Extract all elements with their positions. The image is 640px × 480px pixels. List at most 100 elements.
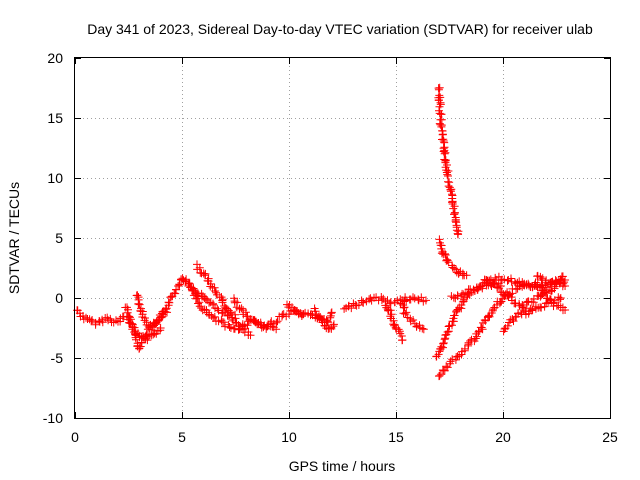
series-arc-4 bbox=[193, 260, 240, 323]
data-point bbox=[409, 316, 418, 324]
data-point bbox=[506, 315, 515, 324]
data-point bbox=[201, 271, 209, 280]
data-point bbox=[437, 122, 446, 131]
data-point bbox=[524, 309, 533, 318]
data-point bbox=[537, 303, 546, 312]
data-point bbox=[311, 307, 320, 316]
data-point bbox=[171, 289, 180, 298]
data-point bbox=[290, 306, 299, 314]
data-point bbox=[421, 296, 430, 305]
data-point bbox=[452, 226, 461, 235]
axis-ticks: 0 5 10 15 20 25 -10 -5 0 5 10 15 20 bbox=[43, 50, 618, 445]
data-point bbox=[327, 308, 336, 317]
data-point bbox=[486, 275, 495, 284]
data-point bbox=[194, 291, 203, 300]
data-point bbox=[450, 311, 459, 320]
data-point bbox=[512, 312, 521, 321]
chart-title: Day 341 of 2023, Sidereal Day-to-day VTE… bbox=[87, 21, 593, 37]
data-point bbox=[82, 313, 90, 322]
series-arc-7 bbox=[283, 300, 336, 327]
data-point bbox=[156, 324, 165, 332]
data-point bbox=[444, 258, 453, 267]
data-point bbox=[441, 148, 450, 157]
data-point bbox=[273, 317, 282, 326]
data-point bbox=[126, 315, 135, 324]
y-tick-label: -5 bbox=[51, 350, 64, 366]
data-point bbox=[329, 320, 338, 329]
data-point bbox=[460, 346, 469, 355]
data-point bbox=[207, 311, 216, 320]
data-point bbox=[398, 336, 407, 344]
y-tick-label: 5 bbox=[55, 230, 63, 246]
data-point bbox=[158, 312, 167, 321]
y-tick-label: 10 bbox=[47, 170, 63, 186]
data-point bbox=[441, 249, 449, 258]
y-tick-label: 0 bbox=[55, 290, 63, 306]
data-point bbox=[536, 282, 544, 291]
y-axis-label: SDTVAR / TECUs bbox=[6, 182, 22, 294]
data-point bbox=[552, 277, 561, 286]
data-point bbox=[98, 318, 107, 327]
data-point bbox=[91, 318, 100, 327]
data-point bbox=[432, 352, 441, 361]
series-arc-12 bbox=[434, 83, 463, 239]
data-point bbox=[561, 306, 570, 314]
data-point bbox=[112, 316, 120, 325]
y-tick-label: -10 bbox=[43, 410, 63, 426]
x-tick-label: 20 bbox=[495, 429, 511, 445]
data-point bbox=[489, 305, 497, 314]
data-point bbox=[257, 323, 266, 332]
data-point bbox=[435, 119, 444, 128]
data-point bbox=[148, 322, 157, 331]
data-point bbox=[453, 305, 462, 314]
data-point bbox=[538, 274, 547, 283]
x-tick-label: 10 bbox=[281, 429, 297, 445]
data-point bbox=[454, 230, 463, 239]
data-point bbox=[326, 313, 335, 322]
data-point bbox=[439, 339, 448, 347]
x-tick-label: 5 bbox=[178, 429, 186, 445]
series-arc-3 bbox=[132, 291, 172, 331]
data-point bbox=[131, 331, 140, 340]
data-point bbox=[133, 291, 142, 300]
data-point bbox=[439, 339, 448, 348]
series-arc-21 bbox=[533, 271, 567, 288]
data-point bbox=[130, 323, 139, 332]
data-point bbox=[140, 316, 149, 325]
data-point bbox=[444, 322, 453, 331]
data-point bbox=[402, 296, 411, 305]
data-point bbox=[272, 325, 281, 334]
grid bbox=[75, 58, 610, 418]
series-arc-10 bbox=[381, 301, 407, 345]
data-point bbox=[443, 256, 452, 265]
data-point bbox=[452, 268, 461, 277]
series-arc-11 bbox=[396, 299, 428, 334]
data-point bbox=[212, 288, 220, 297]
data-point bbox=[154, 316, 163, 325]
data-point bbox=[327, 309, 336, 318]
data-point bbox=[513, 278, 522, 287]
data-point bbox=[497, 288, 506, 297]
data-point bbox=[128, 322, 137, 331]
data-point bbox=[450, 264, 459, 273]
data-point bbox=[541, 288, 550, 297]
data-point bbox=[307, 309, 315, 318]
data-point bbox=[349, 299, 358, 308]
data-point bbox=[443, 328, 452, 336]
data-point bbox=[217, 293, 226, 302]
data-point bbox=[329, 322, 338, 331]
data-point bbox=[135, 331, 144, 340]
data-point bbox=[458, 269, 467, 278]
data-point bbox=[196, 268, 205, 277]
data-point bbox=[493, 283, 502, 292]
data-point bbox=[495, 299, 504, 308]
data-point bbox=[435, 235, 444, 244]
data-point bbox=[195, 302, 204, 311]
series-arc-5 bbox=[181, 277, 255, 340]
data-point bbox=[482, 276, 491, 284]
data-point bbox=[441, 251, 450, 259]
data-point bbox=[558, 272, 567, 281]
data-point bbox=[225, 323, 234, 331]
series-arc-13 bbox=[435, 235, 471, 280]
data-point bbox=[135, 300, 144, 309]
